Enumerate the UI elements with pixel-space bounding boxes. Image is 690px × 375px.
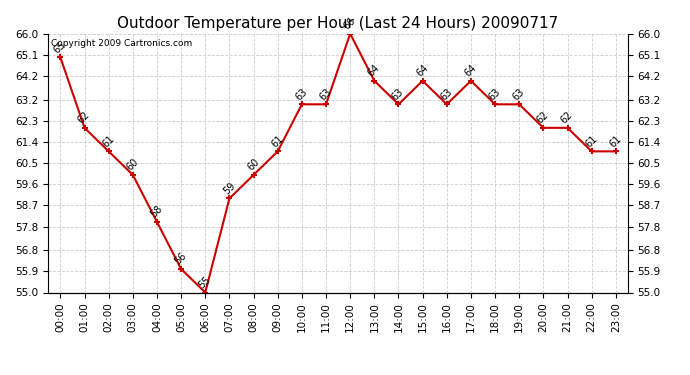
Text: Copyright 2009 Cartronics.com: Copyright 2009 Cartronics.com	[51, 39, 193, 48]
Text: 56: 56	[172, 251, 188, 267]
Text: 64: 64	[366, 63, 382, 79]
Text: 64: 64	[414, 63, 430, 79]
Text: 65: 65	[52, 39, 68, 55]
Text: 62: 62	[559, 110, 575, 126]
Text: 58: 58	[148, 204, 164, 220]
Text: 59: 59	[221, 180, 237, 196]
Text: 63: 63	[511, 86, 526, 102]
Text: 61: 61	[583, 134, 599, 149]
Text: 63: 63	[317, 86, 333, 102]
Text: 61: 61	[607, 134, 623, 149]
Title: Outdoor Temperature per Hour (Last 24 Hours) 20090717: Outdoor Temperature per Hour (Last 24 Ho…	[117, 16, 559, 31]
Text: 66: 66	[342, 16, 357, 32]
Text: 63: 63	[438, 86, 454, 102]
Text: 61: 61	[100, 134, 116, 149]
Text: 64: 64	[462, 63, 478, 79]
Text: 62: 62	[76, 110, 92, 126]
Text: 63: 63	[293, 86, 309, 102]
Text: 55: 55	[197, 274, 213, 290]
Text: 62: 62	[535, 110, 551, 126]
Text: 61: 61	[269, 134, 285, 149]
Text: 60: 60	[245, 157, 261, 173]
Text: 63: 63	[390, 86, 406, 102]
Text: 60: 60	[124, 157, 140, 173]
Text: 63: 63	[486, 86, 502, 102]
